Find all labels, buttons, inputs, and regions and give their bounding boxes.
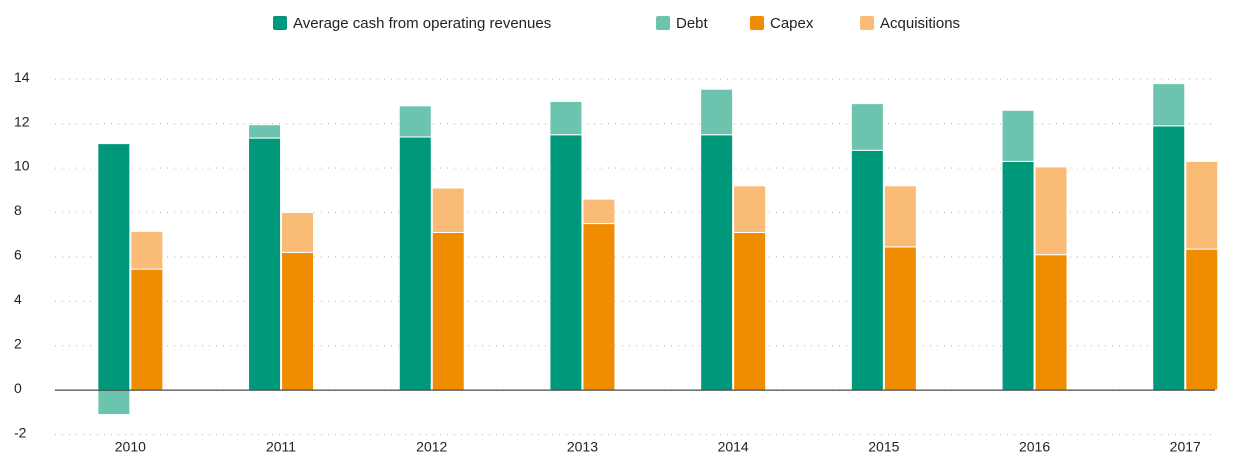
- bar: [248, 124, 282, 139]
- y-tick-label: 10: [14, 158, 30, 174]
- x-tick-label: 2013: [567, 439, 598, 455]
- bar: [431, 231, 465, 391]
- bar: [1185, 160, 1219, 250]
- bar: [549, 134, 583, 391]
- y-tick-label: 0: [14, 380, 22, 396]
- bar: [130, 268, 164, 391]
- bar: [883, 185, 917, 248]
- bar: [582, 223, 616, 391]
- y-tick-label: 2: [14, 335, 22, 351]
- bar: [549, 100, 583, 136]
- bar: [281, 211, 315, 253]
- legend-swatch: [273, 16, 287, 30]
- bar: [1185, 248, 1219, 391]
- bar: [700, 134, 734, 391]
- y-tick-label: 14: [14, 69, 30, 85]
- legend-label: Debt: [676, 15, 709, 32]
- legend-swatch: [860, 16, 874, 30]
- bar: [733, 231, 767, 391]
- y-tick-label: 6: [14, 247, 22, 263]
- legend-label: Capex: [770, 15, 814, 32]
- bar: [1001, 160, 1035, 391]
- bar: [850, 103, 884, 151]
- bar: [248, 137, 282, 391]
- bar: [883, 246, 917, 391]
- bar: [1001, 109, 1035, 162]
- bar: [398, 136, 432, 391]
- bar: [1152, 125, 1186, 391]
- x-tick-label: 2015: [868, 439, 899, 455]
- bar: [97, 143, 131, 391]
- bar: [97, 389, 131, 416]
- bar: [130, 230, 164, 270]
- bar: [700, 88, 734, 136]
- legend-swatch: [750, 16, 764, 30]
- y-tick-label: 8: [14, 202, 22, 218]
- legend-label: Average cash from operating revenues: [293, 15, 551, 32]
- bar: [1034, 166, 1068, 256]
- bar: [431, 187, 465, 233]
- y-tick-label: 12: [14, 113, 30, 129]
- legend-label: Acquisitions: [880, 15, 960, 32]
- legend-swatch: [656, 16, 670, 30]
- bar: [398, 105, 432, 138]
- bar: [281, 251, 315, 391]
- bar: [733, 185, 767, 233]
- y-tick-label: 4: [14, 291, 22, 307]
- x-tick-label: 2012: [416, 439, 447, 455]
- x-tick-label: 2017: [1170, 439, 1201, 455]
- bar: [850, 149, 884, 391]
- x-tick-label: 2011: [266, 439, 296, 455]
- y-tick-label: -2: [14, 424, 27, 440]
- x-tick-label: 2010: [115, 439, 146, 455]
- bar: [582, 198, 616, 225]
- x-tick-label: 2016: [1019, 439, 1050, 455]
- x-tick-label: 2014: [718, 439, 749, 455]
- bar: [1034, 254, 1068, 391]
- bar: [1152, 83, 1186, 127]
